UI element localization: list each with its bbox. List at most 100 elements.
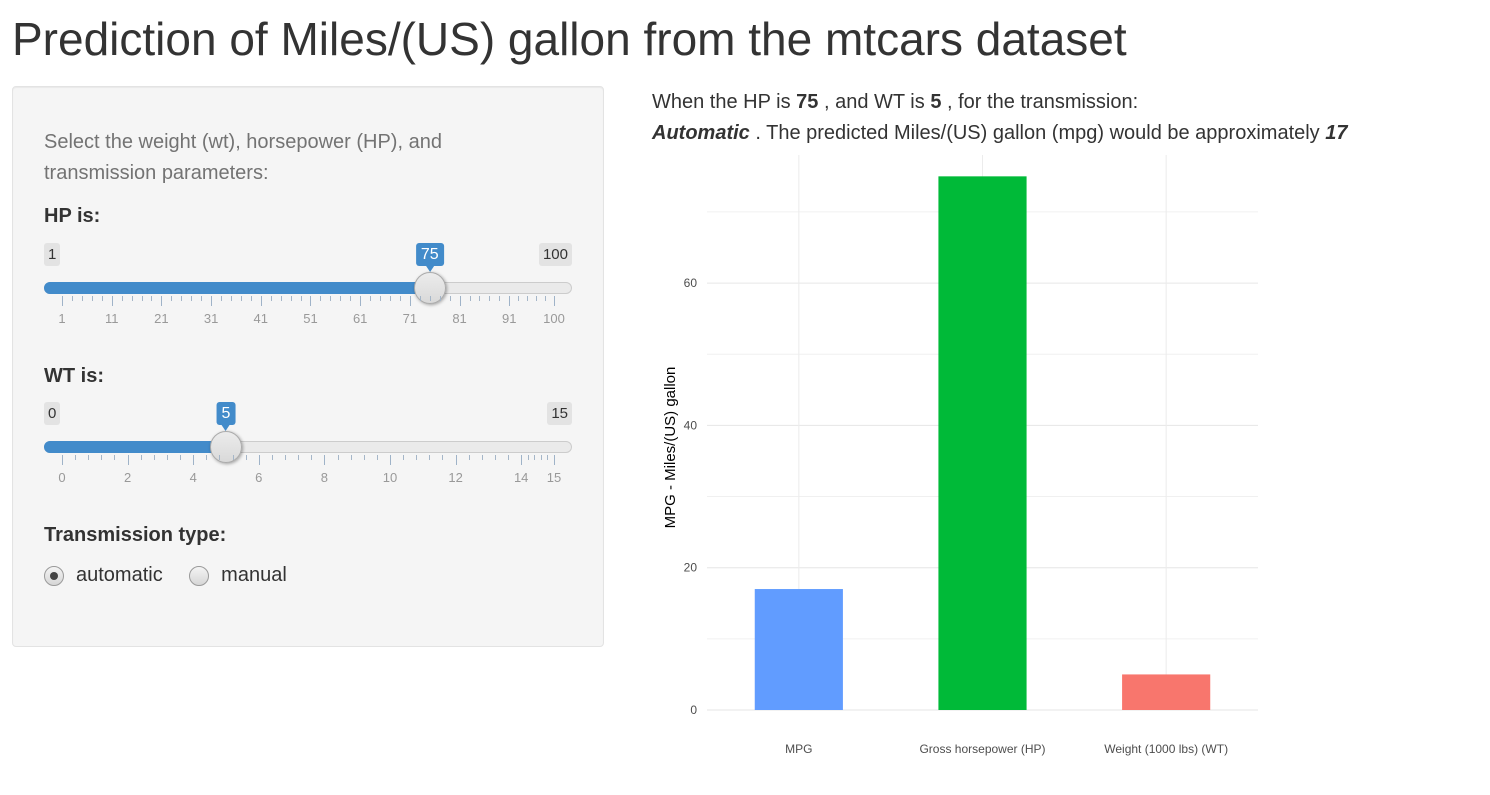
hp-minor-tick xyxy=(221,296,223,301)
hp-minor-tick xyxy=(439,296,441,301)
wt-major-tick xyxy=(455,455,457,465)
hp-minor-tick xyxy=(240,296,242,301)
wt-major-tick xyxy=(62,455,63,465)
hp-major-tick xyxy=(554,296,555,306)
hp-minor-tick xyxy=(370,296,372,301)
hp-max-label: 100 xyxy=(538,243,572,266)
wt-minor-tick xyxy=(337,455,339,460)
hp-slider[interactable]: 1 100 75 1 11 21 31 41 51 61 71 81 91 100 xyxy=(44,243,572,333)
wt-minor-tick xyxy=(547,455,549,460)
hp-major-tick xyxy=(509,296,511,306)
bar-weight-1000-lbs-wt xyxy=(1122,674,1211,710)
y-tick-label: 0 xyxy=(690,703,697,717)
hp-minor-tick xyxy=(280,296,282,301)
hp-minor-tick xyxy=(71,296,73,301)
wt-tick-label: 10 xyxy=(382,470,398,485)
input-panel: Select the weight (wt), horsepower (HP),… xyxy=(12,86,604,647)
hp-major-tick xyxy=(459,296,461,306)
wt-minor-tick xyxy=(114,455,116,460)
page-title: Prediction of Miles/(US) gallon from the… xyxy=(12,13,1127,65)
hp-minor-tick xyxy=(499,296,501,301)
wt-minor-tick xyxy=(527,455,529,460)
hp-minor-tick xyxy=(518,296,520,301)
wt-minor-tick xyxy=(180,455,182,460)
wt-minor-tick xyxy=(494,455,496,460)
hp-tick-label: 41 xyxy=(253,311,269,326)
wt-tick-label: 14 xyxy=(513,470,529,485)
hp-minor-tick xyxy=(250,296,252,301)
result-hp-value: 75 xyxy=(796,91,819,113)
hp-minor-tick xyxy=(131,296,133,301)
y-axis-title: MPG - Miles/(US) gallon xyxy=(662,367,679,529)
radio-automatic[interactable]: automatic xyxy=(44,564,163,587)
hp-major-tick xyxy=(260,296,262,306)
hp-minor-tick xyxy=(171,296,173,301)
hp-slider-label: HP is: xyxy=(44,205,101,227)
wt-minor-tick xyxy=(271,455,273,460)
wt-tick-label: 0 xyxy=(58,470,66,485)
wt-slider-handle[interactable] xyxy=(210,431,242,463)
wt-minor-tick xyxy=(206,455,208,460)
hp-major-tick xyxy=(409,296,411,306)
wt-tick-label: 4 xyxy=(189,470,197,485)
wt-major-tick xyxy=(258,455,260,465)
hp-tick-label: 81 xyxy=(452,311,467,326)
hp-major-tick xyxy=(62,296,63,306)
hp-major-tick xyxy=(111,296,113,306)
radio-manual-button[interactable] xyxy=(189,565,210,586)
hp-tick-label: 61 xyxy=(352,311,368,326)
wt-minor-tick xyxy=(442,455,444,460)
hp-minor-tick xyxy=(399,296,401,301)
hp-major-tick xyxy=(310,296,312,306)
bar-gross-horsepower-hp xyxy=(938,176,1027,710)
wt-minor-tick xyxy=(153,455,155,460)
hp-minor-tick xyxy=(270,296,272,301)
hp-minor-tick xyxy=(91,296,93,301)
wt-minor-tick xyxy=(311,455,313,460)
radio-manual[interactable]: manual xyxy=(189,564,287,587)
hp-minor-tick xyxy=(230,296,232,301)
hp-minor-tick xyxy=(320,296,322,301)
wt-minor-tick xyxy=(429,455,431,460)
wt-minor-tick xyxy=(350,455,352,460)
result-mid2: , for the transmission: xyxy=(947,91,1139,113)
hp-tick-label: 21 xyxy=(154,311,169,326)
hp-minor-tick xyxy=(141,296,143,301)
hp-minor-tick xyxy=(81,296,83,301)
radio-automatic-button[interactable] xyxy=(44,565,64,586)
wt-value-label: 5 xyxy=(216,402,236,431)
hp-minor-tick xyxy=(151,296,153,301)
wt-minor-tick xyxy=(219,455,221,460)
prediction-bar-chart: 0 20 40 60 MPG Gross horsepower (HP) Weight (1… xyxy=(650,150,1280,770)
wt-minor-tick xyxy=(298,455,300,460)
result-mid1: , and WT is xyxy=(823,91,925,113)
hp-minor-tick xyxy=(181,296,183,301)
prediction-text: When the HP is 75 , and WT is 5 , for th… xyxy=(652,87,1482,149)
hp-minor-tick xyxy=(479,296,481,301)
hp-minor-tick xyxy=(545,296,547,301)
bar-mpg xyxy=(754,589,843,710)
transmission-radio-group: automatic manual xyxy=(44,564,309,592)
hp-minor-tick xyxy=(191,296,193,301)
x-tick-label: MPG xyxy=(785,742,812,756)
hp-minor-tick xyxy=(449,296,451,301)
hp-min-label: 1 xyxy=(44,243,61,266)
wt-slider[interactable]: 0 15 5 0 2 4 6 8 10 12 14 15 xyxy=(44,402,572,492)
y-tick-label: 60 xyxy=(684,276,698,290)
hp-value-label: 75 xyxy=(415,243,444,272)
wt-minor-tick xyxy=(101,455,103,460)
hp-major-tick xyxy=(360,296,362,306)
wt-tick-label: 15 xyxy=(546,470,562,485)
wt-minor-tick xyxy=(166,455,168,460)
wt-tick-label: 8 xyxy=(320,470,329,485)
result-wt-value: 5 xyxy=(930,91,942,113)
wt-slider-fill xyxy=(44,441,226,453)
radio-manual-label: manual xyxy=(221,564,287,586)
wt-minor-tick xyxy=(416,455,418,460)
hp-minor-tick xyxy=(101,296,103,301)
wt-tick-label: 6 xyxy=(255,470,263,485)
hp-minor-tick xyxy=(300,296,302,301)
wt-major-tick xyxy=(193,455,195,465)
wt-minor-tick xyxy=(88,455,90,460)
wt-major-tick xyxy=(521,455,523,465)
